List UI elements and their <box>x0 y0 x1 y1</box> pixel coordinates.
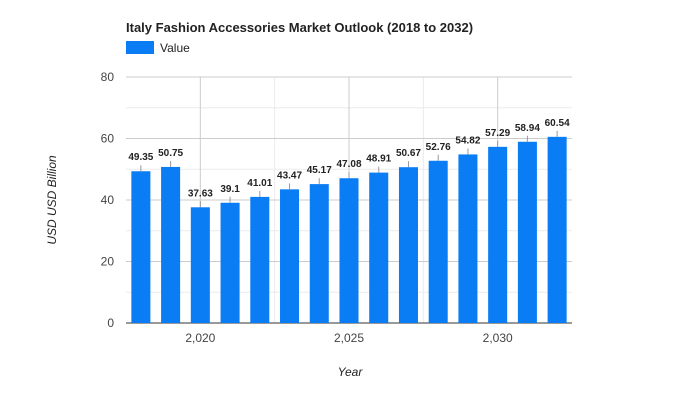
bar[interactable] <box>547 136 567 323</box>
x-tick-label: 2,020 <box>185 331 215 345</box>
data-label: 47.08 <box>336 159 361 170</box>
bar[interactable] <box>250 196 270 323</box>
y-tick-label: 0 <box>107 316 114 330</box>
bar[interactable] <box>488 146 508 323</box>
bar[interactable] <box>190 207 210 323</box>
data-label: 52.76 <box>426 142 451 153</box>
y-tick-label: 60 <box>101 132 115 146</box>
bar[interactable] <box>517 141 537 323</box>
y-tick-label: 80 <box>101 70 115 84</box>
ticks: 0 20 40 60 80 2,020 2,025 2,030 <box>101 70 513 345</box>
bar[interactable] <box>309 184 329 323</box>
y-tick-label: 20 <box>101 255 115 269</box>
data-label: 39.1 <box>220 184 240 195</box>
y-tick-label: 40 <box>101 193 115 207</box>
bar[interactable] <box>339 178 359 323</box>
bar[interactable] <box>369 172 389 323</box>
legend-label: Value <box>160 41 190 55</box>
x-tick-label: 2,030 <box>483 331 513 345</box>
legend[interactable]: Value <box>126 41 190 55</box>
bar[interactable] <box>161 166 181 323</box>
x-tick-label: 2,025 <box>334 331 364 345</box>
data-label: 41.01 <box>247 178 272 189</box>
data-label: 49.35 <box>128 152 153 163</box>
legend-swatch <box>126 41 154 54</box>
data-label: 50.67 <box>396 148 421 159</box>
data-label: 37.63 <box>188 188 213 199</box>
bar[interactable] <box>398 167 418 323</box>
data-label: 58.94 <box>515 123 540 134</box>
data-label: 50.75 <box>158 148 183 159</box>
data-label: 60.54 <box>545 118 570 129</box>
data-label: 43.47 <box>277 170 302 181</box>
bar[interactable] <box>131 171 151 323</box>
bar[interactable] <box>220 202 240 323</box>
bar[interactable] <box>280 189 300 323</box>
data-label: 48.91 <box>366 154 391 165</box>
y-axis-title: USD USD Billion <box>45 155 59 245</box>
data-label: 45.17 <box>307 165 332 176</box>
bars <box>131 136 567 323</box>
data-labels: 49.35 50.75 37.63 39.1 41.01 43.47 45.17 47.08 4… <box>128 118 570 208</box>
bar[interactable] <box>458 154 478 323</box>
bar[interactable] <box>428 160 448 323</box>
data-label: 54.82 <box>455 135 480 146</box>
data-label: 57.29 <box>485 128 510 139</box>
x-axis-title: Year <box>338 365 364 379</box>
chart-title: Italy Fashion Accessories Market Outlook… <box>126 20 473 35</box>
